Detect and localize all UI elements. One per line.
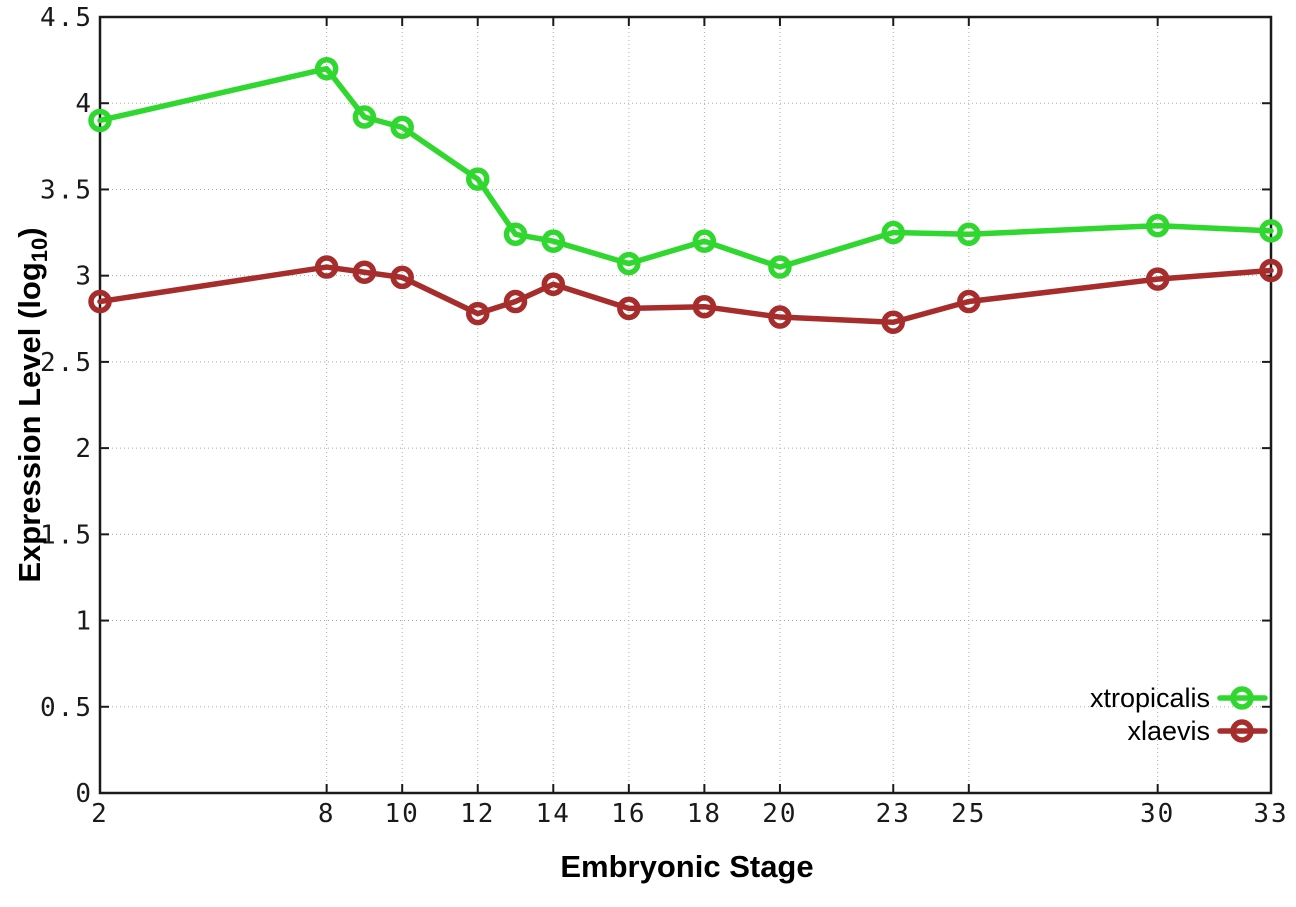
data-point-xtropicalis <box>768 255 792 279</box>
data-point-xlaevis <box>314 255 339 279</box>
y-tick-label: 0 <box>75 779 93 809</box>
data-point-xtropicalis <box>692 229 717 253</box>
data-point-xtropicalis <box>957 222 981 247</box>
legend-sample-marker-xlaevis <box>1230 719 1254 743</box>
data-point-xlaevis <box>1145 267 1170 291</box>
x-tick-label: 23 <box>876 799 911 829</box>
y-tick-label: 4 <box>75 89 93 119</box>
data-point-xtropicalis <box>617 251 641 276</box>
data-point-xtropicalis <box>503 222 528 247</box>
data-point-xlaevis <box>352 260 377 284</box>
data-point-xtropicalis <box>465 167 490 191</box>
data-point-xtropicalis <box>881 220 906 245</box>
data-point-xtropicalis <box>541 229 566 253</box>
x-tick-label: 30 <box>1140 799 1175 829</box>
data-point-xlaevis <box>465 301 490 326</box>
x-tick-label: 12 <box>460 799 495 829</box>
y-tick-label: 3.5 <box>40 175 93 205</box>
data-point-xtropicalis <box>314 56 339 81</box>
data-point-xlaevis <box>957 289 981 314</box>
y-tick-label: 2.5 <box>40 348 93 378</box>
data-point-xtropicalis <box>1145 213 1170 238</box>
y-tick-label: 1 <box>75 607 93 637</box>
x-tick-label: 33 <box>1253 799 1288 829</box>
y-tick-label: 4.5 <box>40 3 93 33</box>
y-tick-label: 0.5 <box>40 693 93 723</box>
x-tick-label: 16 <box>611 799 646 829</box>
tick-marks <box>99 16 1272 794</box>
plot-border-rect <box>98 15 1273 795</box>
legend-label-xlaevis: xlaevis <box>1127 716 1210 746</box>
data-point-xlaevis <box>617 296 641 321</box>
y-tick-label: 1.5 <box>40 520 93 550</box>
data-series <box>88 56 1283 334</box>
data-point-xtropicalis <box>1259 219 1283 243</box>
data-point-xlaevis <box>768 305 792 329</box>
series-line-xtropicalis <box>97 65 1274 270</box>
x-tick-label: 25 <box>951 799 986 829</box>
x-tick-label: 8 <box>318 799 336 829</box>
data-point-xlaevis <box>1259 258 1283 283</box>
data-point-xlaevis <box>541 272 566 297</box>
x-tick-label: 14 <box>536 799 571 829</box>
legend-item-xtropicalis: xtropicalis <box>1090 683 1268 713</box>
data-point-xlaevis <box>88 289 112 314</box>
gridlines <box>99 16 1272 794</box>
x-tick-label: 20 <box>762 799 797 829</box>
tick-labels: 2 8 10 12 14 16 18 20 23 25 30 33 0 0.5 1 1.5 2 2.5 3 3.5 4 4… <box>40 3 1288 829</box>
data-point-xtropicalis <box>390 115 414 140</box>
data-point-xlaevis <box>503 289 528 314</box>
legend-sample-marker-xtropicalis <box>1230 686 1254 710</box>
y-tick-label: 2 <box>75 434 93 464</box>
data-point-xtropicalis <box>352 105 377 129</box>
y-axis-title: Expression Level (log10) <box>12 227 52 582</box>
legend-item-xlaevis: xlaevis <box>1127 716 1268 746</box>
legend-label-xtropicalis: xtropicalis <box>1090 683 1210 713</box>
data-point-xlaevis <box>390 265 414 290</box>
x-tick-label: 18 <box>687 799 722 829</box>
plot-border <box>98 15 1273 795</box>
legend: xtropicalis xlaevis <box>1090 683 1268 746</box>
x-tick-label: 2 <box>91 799 109 829</box>
x-tick-label: 10 <box>385 799 420 829</box>
data-point-xtropicalis <box>88 108 112 133</box>
series-line-xlaevis <box>97 264 1274 325</box>
y-tick-label: 3 <box>75 262 93 292</box>
x-axis-title: Embryonic Stage <box>560 849 813 884</box>
data-point-xlaevis <box>881 310 906 334</box>
data-point-xlaevis <box>692 294 717 319</box>
